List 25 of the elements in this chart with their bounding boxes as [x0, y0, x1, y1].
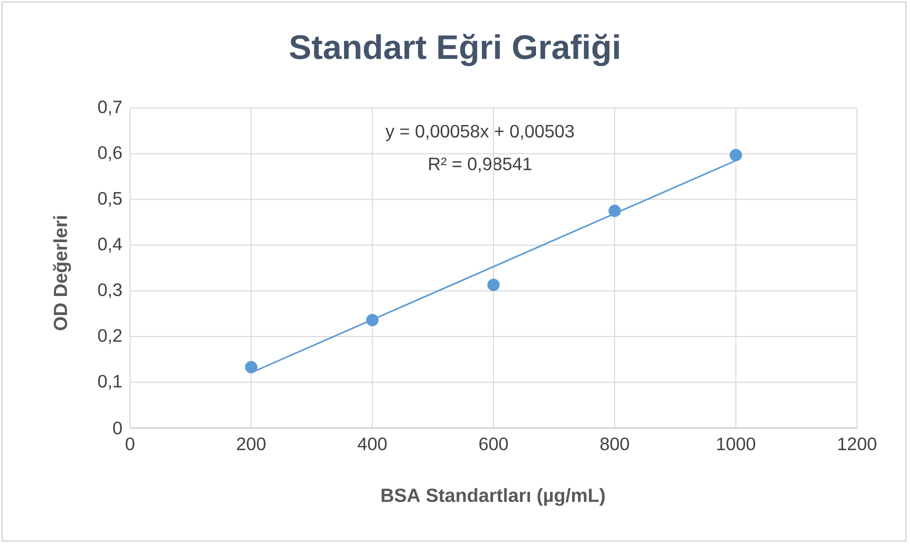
- annotation: R² = 0,98541: [429, 158, 532, 172]
- y-tick-label: 0,7: [98, 100, 122, 116]
- x-axis-title: BSA Standartları (µg/mL): [382, 488, 605, 506]
- annotation: y = 0,00058x + 0,00503: [385, 124, 574, 142]
- y-axis-title: OD Değerleri: [53, 216, 72, 330]
- y-tick-label: 0,4: [98, 238, 122, 253]
- x-tick-label: 200: [237, 438, 266, 450]
- y-tick-label: 0: [113, 422, 122, 434]
- chart-title: Standart Eğri Grafiği: [290, 34, 619, 66]
- point: [366, 314, 379, 326]
- y-tick-label: 0,3: [98, 283, 122, 298]
- y-tick-label: 0,5: [98, 192, 122, 207]
- point: [730, 148, 742, 162]
- point: [487, 278, 500, 292]
- x-tick-label: 400: [358, 438, 387, 450]
- x-tick-label: 1000: [717, 438, 756, 450]
- y-tick-label: 0,1: [98, 374, 122, 390]
- x-tick-label: 1200: [838, 438, 876, 450]
- x-tick-label: 600: [479, 438, 508, 450]
- y-tick-label: 0,6: [98, 146, 122, 162]
- y-tick-label: 0,2: [98, 329, 122, 344]
- point: [608, 204, 621, 218]
- point: [244, 360, 258, 374]
- x-tick-label: 800: [600, 438, 629, 450]
- x-tick-label: 0: [126, 438, 134, 450]
